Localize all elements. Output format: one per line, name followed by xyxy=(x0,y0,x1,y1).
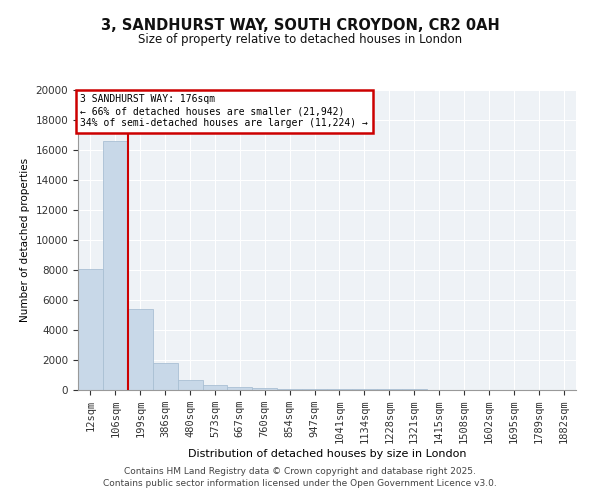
Text: 3 SANDHURST WAY: 176sqm
← 66% of detached houses are smaller (21,942)
34% of sem: 3 SANDHURST WAY: 176sqm ← 66% of detache… xyxy=(80,94,368,128)
Bar xyxy=(302,389,327,390)
Text: 3, SANDHURST WAY, SOUTH CROYDON, CR2 0AH: 3, SANDHURST WAY, SOUTH CROYDON, CR2 0AH xyxy=(101,18,499,32)
Bar xyxy=(227,386,253,390)
Bar xyxy=(103,141,128,390)
Bar xyxy=(153,363,178,390)
X-axis label: Distribution of detached houses by size in London: Distribution of detached houses by size … xyxy=(188,449,466,459)
Bar xyxy=(78,268,103,390)
Text: Contains HM Land Registry data © Crown copyright and database right 2025.
Contai: Contains HM Land Registry data © Crown c… xyxy=(103,466,497,487)
Bar xyxy=(352,389,377,390)
Bar xyxy=(178,380,203,390)
Bar xyxy=(253,388,277,390)
Bar xyxy=(203,385,227,390)
Text: Size of property relative to detached houses in London: Size of property relative to detached ho… xyxy=(138,32,462,46)
Bar xyxy=(277,388,302,390)
Bar xyxy=(327,389,352,390)
Bar xyxy=(128,309,153,390)
Y-axis label: Number of detached properties: Number of detached properties xyxy=(20,158,30,322)
